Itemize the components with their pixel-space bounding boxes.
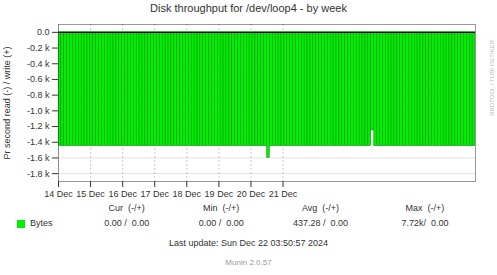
svg-text:15 Dec: 15 Dec xyxy=(76,189,105,199)
html-text:Cur (-/+): Cur (-/+) xyxy=(108,203,145,213)
svg-text:18 Dec: 18 Dec xyxy=(173,189,202,199)
svg-text:-1.6 k: -1.6 k xyxy=(27,153,50,163)
svg-text:21 Dec: 21 Dec xyxy=(269,189,298,199)
svg-text:19 Dec: 19 Dec xyxy=(205,189,234,199)
svg-text:16 Dec: 16 Dec xyxy=(108,189,137,199)
html-text:0.00 / 0.00: 0.00 / 0.00 xyxy=(104,218,150,228)
svg-text:-0.6 k: -0.6 k xyxy=(27,74,50,84)
svg-text:-1.8 k: -1.8 k xyxy=(27,169,50,179)
html-text:Min (-/+): Min (-/+) xyxy=(203,203,240,213)
svg-text:14 Dec: 14 Dec xyxy=(44,189,73,199)
html-text:Avg (-/+): Avg (-/+) xyxy=(302,203,340,213)
html-text:0.00 / 0.00: 0.00 / 0.00 xyxy=(198,218,244,228)
html-text:7.72k/ 0.00: 7.72k/ 0.00 xyxy=(401,218,449,228)
html-text:Munin 2.0.57: Munin 2.0.57 xyxy=(225,258,272,267)
svg-text:-1.0 k: -1.0 k xyxy=(27,106,50,116)
html-text:Disk throughput for /dev/loop4: Disk throughput for /dev/loop4 - by week xyxy=(150,2,347,14)
svg-text:17 Dec: 17 Dec xyxy=(140,189,169,199)
svg-text:-0.8 k: -0.8 k xyxy=(27,90,50,100)
html-text:RRDTOOL / TOBI OETIKER: RRDTOOL / TOBI OETIKER xyxy=(489,40,495,116)
svg-text:0.0: 0.0 xyxy=(37,27,50,37)
svg-text:Pr second read (-) / write (+): Pr second read (-) / write (+) xyxy=(2,47,12,160)
svg-text:-1.2 k: -1.2 k xyxy=(27,121,50,131)
svg-text:-1.4 k: -1.4 k xyxy=(27,137,50,147)
html-text:Bytes: Bytes xyxy=(30,218,53,228)
html-text:Max (-/+): Max (-/+) xyxy=(405,203,445,213)
html-text:Last update: Sun Dec 22 03:50:: Last update: Sun Dec 22 03:50:57 2024 xyxy=(168,238,329,248)
svg-text:20 Dec: 20 Dec xyxy=(237,189,266,199)
svg-text:-0.4 k: -0.4 k xyxy=(27,59,50,69)
svg-text:-0.2 k: -0.2 k xyxy=(27,43,50,53)
html-text:437.28 / 0.00: 437.28 / 0.00 xyxy=(293,218,349,228)
